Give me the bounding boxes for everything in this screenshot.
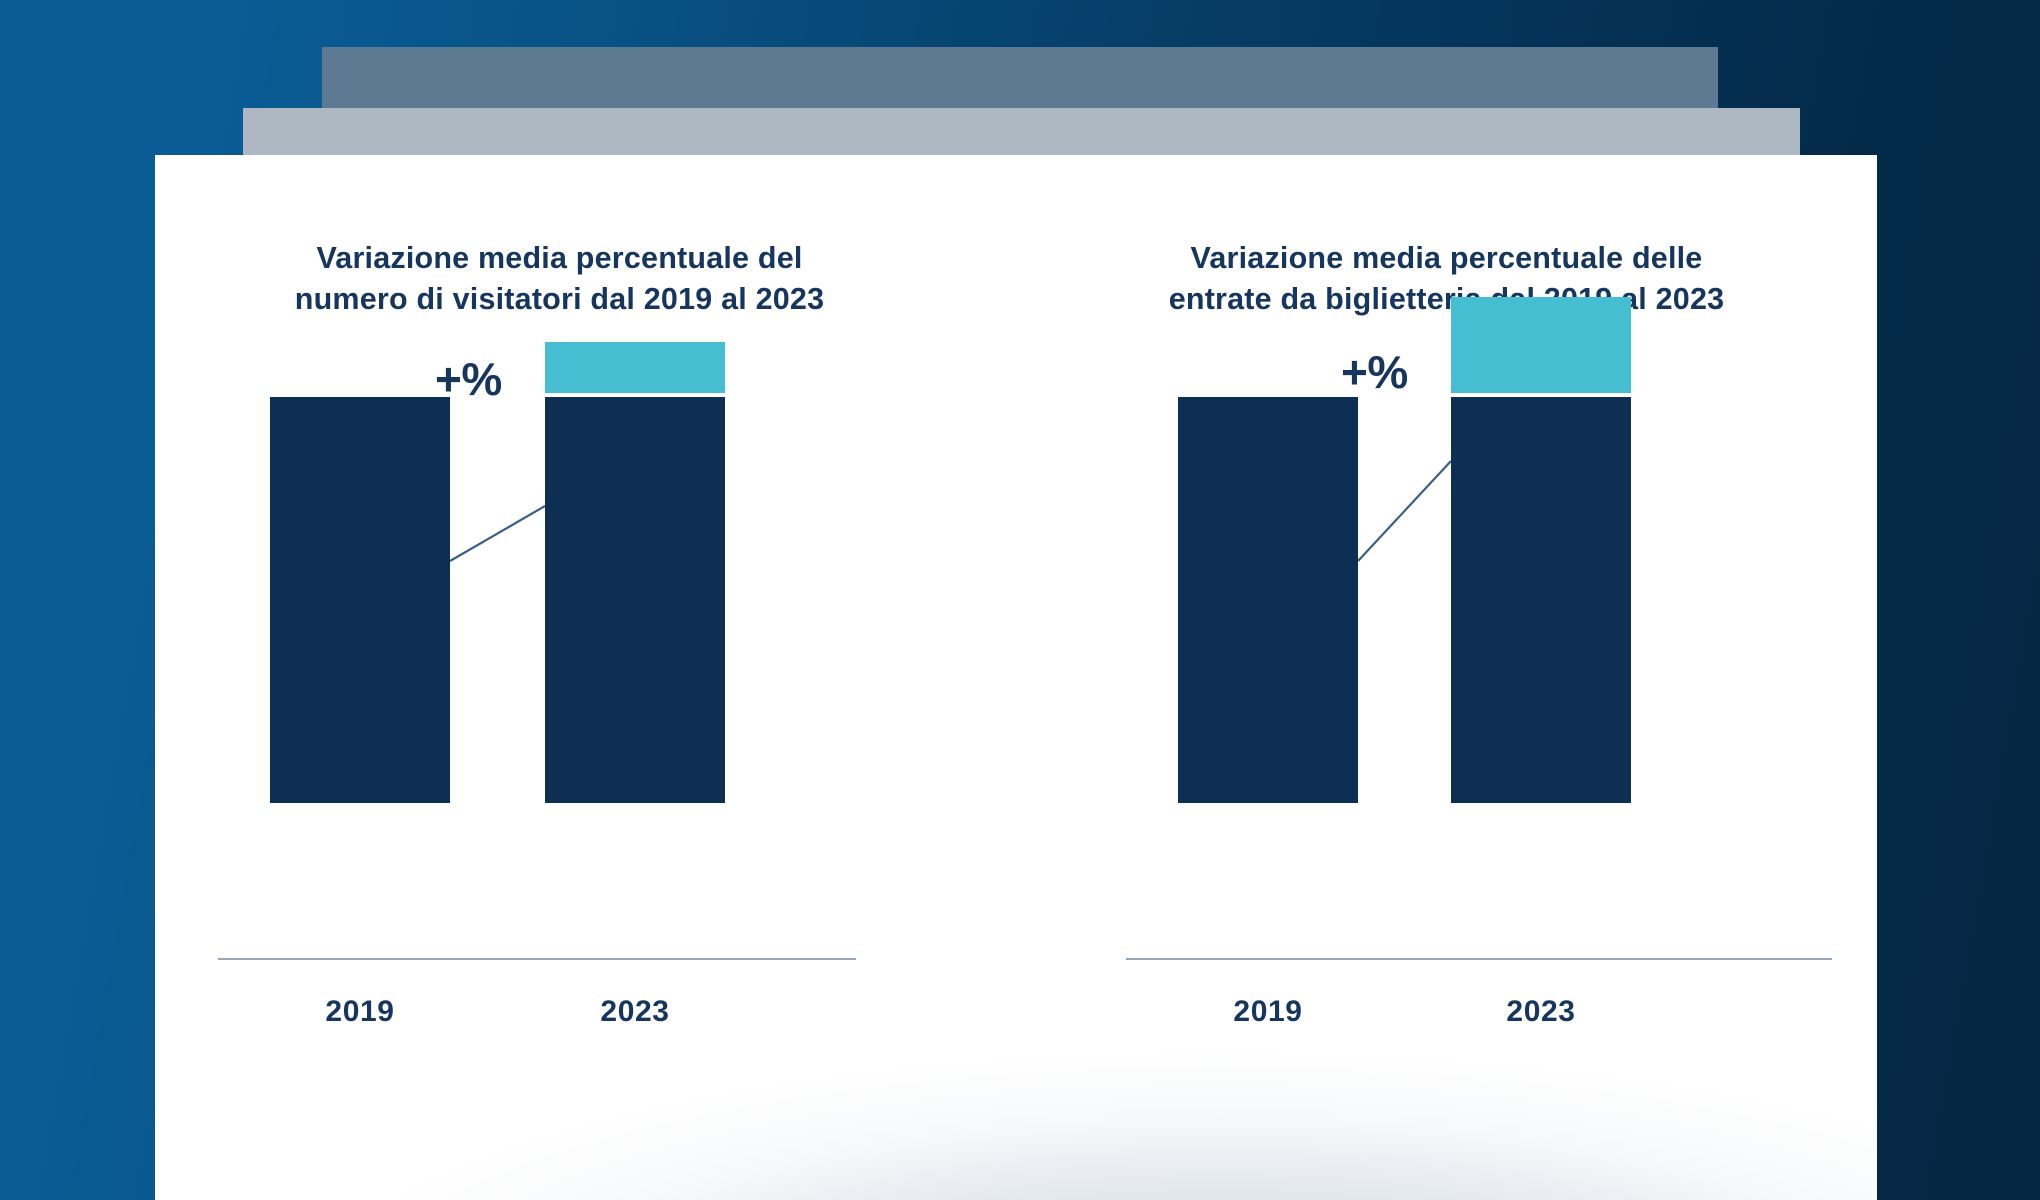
x-tick-2019-biglietteria: 2019	[1233, 995, 1303, 1028]
plot-area-visitatori: +% 2019 2023	[155, 155, 1016, 1200]
bar-segment-base	[1178, 397, 1358, 803]
delta-connector-line	[1357, 460, 1452, 562]
chart-panel-visitatori: Variazione media percentuale del numero …	[155, 155, 1016, 1200]
bar-segment-base	[270, 397, 450, 803]
x-tick-2023-visitatori: 2023	[600, 995, 670, 1028]
content-card: Variazione media percentuale del numero …	[155, 155, 1877, 1200]
charts-row: Variazione media percentuale del numero …	[155, 155, 1877, 1200]
bar-segment-increment	[1451, 297, 1631, 393]
chart-title-biglietteria: Variazione media percentuale delle entra…	[1168, 241, 1725, 316]
bar-segment-increment	[545, 342, 725, 393]
x-axis-line	[218, 958, 856, 960]
delta-label-visitatori: +%	[435, 353, 502, 405]
bar-2023-biglietteria	[1451, 297, 1631, 803]
x-tick-2023-biglietteria: 2023	[1506, 995, 1576, 1028]
bar-segment-base	[545, 397, 725, 803]
chart-title-visitatori: Variazione media percentuale del numero …	[294, 241, 825, 316]
delta-label-biglietteria: +%	[1341, 346, 1408, 398]
plot-area-biglietteria: +% 2019 2023	[1016, 155, 1877, 1200]
bar-segment-base	[1451, 397, 1631, 803]
bar-2019-biglietteria	[1178, 397, 1358, 803]
x-tick-2019-visitatori: 2019	[325, 995, 395, 1028]
bar-2023-visitatori	[545, 342, 725, 803]
bar-2019-visitatori	[270, 397, 450, 803]
x-axis-line	[1126, 958, 1832, 960]
chart-panel-biglietteria: Variazione media percentuale delle entra…	[1016, 155, 1877, 1200]
